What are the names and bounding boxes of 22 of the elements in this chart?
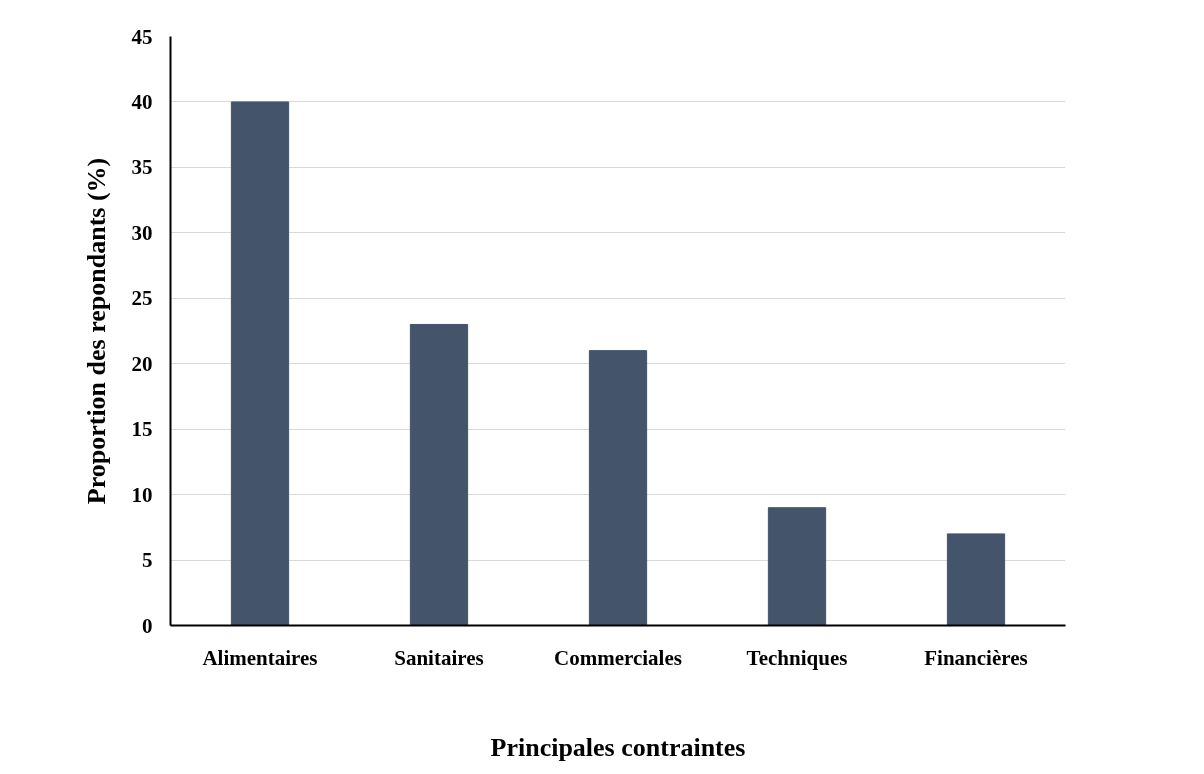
bar <box>588 350 648 626</box>
y-tick-label: 10 <box>131 482 153 507</box>
x-tick-label: Commerciales <box>554 645 682 670</box>
y-tick-label: 35 <box>131 155 153 180</box>
y-tick-label: 0 <box>142 613 153 638</box>
x-axis-title: Principales contraintes <box>490 732 746 762</box>
bar <box>946 533 1006 626</box>
x-tick-label: Techniques <box>746 645 848 670</box>
y-tick-label: 40 <box>131 89 153 114</box>
x-tick-label: Alimentaires <box>202 645 318 670</box>
y-tick-label: 25 <box>131 286 153 311</box>
bar <box>230 101 290 626</box>
y-tick-label: 30 <box>131 220 153 245</box>
y-tick-label: 20 <box>131 351 153 376</box>
y-tick-label: 45 <box>131 24 153 49</box>
y-axis-title: Proportion des repondants (%) <box>81 157 111 505</box>
x-tick-label: Sanitaires <box>394 645 484 670</box>
bar <box>409 323 469 626</box>
x-tick-label: Financières <box>924 645 1028 670</box>
y-tick-label: 5 <box>142 548 153 573</box>
bar <box>767 507 827 626</box>
y-tick-label: 15 <box>131 417 153 442</box>
